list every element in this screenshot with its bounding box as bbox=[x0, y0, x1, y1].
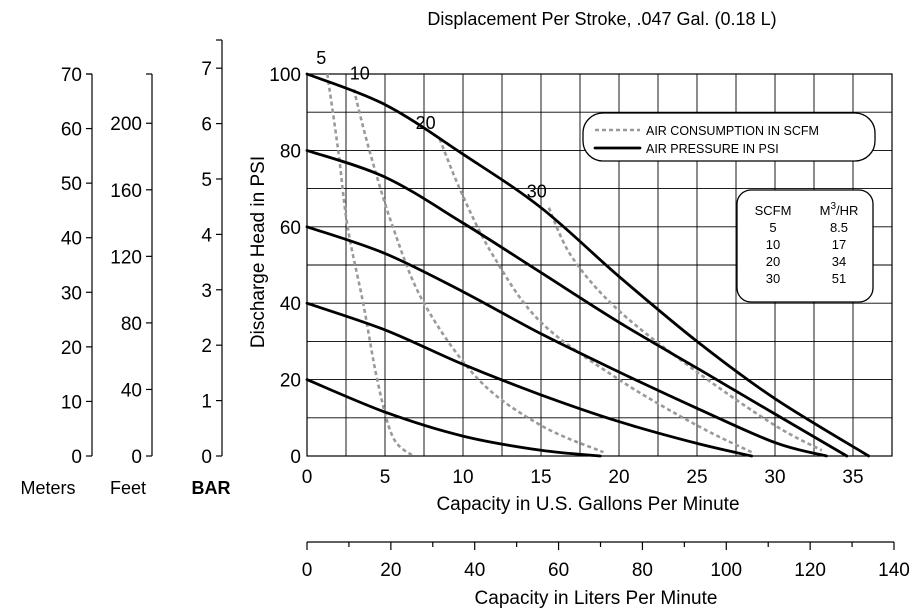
conversion-table-m3hr-value: 8.5 bbox=[830, 220, 848, 235]
conversion-table-header-scfm: SCFM bbox=[755, 203, 792, 218]
y-tick-labels: 0 20 40 60 80 100 bbox=[269, 65, 301, 468]
bar-scale-tick-label: 6 bbox=[201, 115, 212, 136]
bar-scale-tick-label: 7 bbox=[201, 59, 212, 80]
air-curve-labels: 5 10 20 30 bbox=[316, 48, 547, 202]
x-tick-labels: 0 5 10 15 20 25 30 35 bbox=[302, 467, 864, 488]
meters-scale-tick-label: 20 bbox=[61, 338, 82, 359]
conversion-table-scfm-value: 20 bbox=[766, 254, 780, 269]
y-tick-label: 20 bbox=[280, 371, 301, 392]
x-tick-label: 10 bbox=[452, 467, 473, 488]
legend-label-air-consumption: AIR CONSUMPTION IN SCFM bbox=[646, 124, 819, 138]
bar-scale-tick-label: 2 bbox=[201, 336, 212, 357]
legend: AIR CONSUMPTION IN SCFM AIR PRESSURE IN … bbox=[582, 112, 876, 162]
y-axis-label: Discharge Head in PSI bbox=[248, 156, 269, 348]
bar-scale-label: BAR bbox=[192, 478, 231, 498]
liters-scale-tick-label: 140 bbox=[878, 560, 910, 581]
feet-scale-tick-label: 40 bbox=[121, 380, 142, 401]
liters-scale-label: Capacity in Liters Per Minute bbox=[475, 588, 718, 609]
x-tick-label: 25 bbox=[686, 467, 707, 488]
y-tick-label: 0 bbox=[290, 447, 301, 468]
feet-scale-tick-label: 200 bbox=[110, 114, 142, 135]
x-tick-label: 35 bbox=[842, 467, 863, 488]
feet-scale-tick-label: 160 bbox=[110, 181, 142, 202]
meters-scale-tick-label: 0 bbox=[71, 447, 82, 468]
legend-box bbox=[582, 112, 876, 162]
conversion-table-m3hr-value: 51 bbox=[832, 271, 846, 286]
air-curve-label-5: 5 bbox=[316, 48, 326, 68]
meters-scale-tick-label: 60 bbox=[61, 120, 82, 141]
feet-scale-label: Feet bbox=[110, 478, 146, 498]
conversion-table-m3hr-value: 34 bbox=[832, 254, 846, 269]
bar-scale-tick-label: 4 bbox=[201, 225, 212, 246]
liters-scale-tick-label: 0 bbox=[302, 560, 313, 581]
x-tick-label: 15 bbox=[530, 467, 551, 488]
liters-scale-tick-label: 20 bbox=[380, 560, 401, 581]
conversion-table-scfm-value: 30 bbox=[766, 271, 780, 286]
y-tick-label: 60 bbox=[280, 218, 301, 239]
conversion-table: SCFM M3/HR 5 8.5 10 17 20 34 30 51 bbox=[736, 189, 874, 303]
meters-scale-tick-label: 70 bbox=[61, 65, 82, 86]
conversion-table-scfm-value: 5 bbox=[769, 220, 776, 235]
air-pressure-curve-4 bbox=[305, 149, 849, 458]
liters-scale-tick-label: 120 bbox=[794, 560, 826, 581]
chart-title: Displacement Per Stroke, .047 Gal. (0.18… bbox=[427, 9, 776, 29]
air-pressure-curve-5 bbox=[305, 72, 870, 458]
conversion-table-box bbox=[736, 189, 874, 303]
x-tick-label: 5 bbox=[380, 467, 391, 488]
liters-scale-tick-label: 60 bbox=[548, 560, 569, 581]
x-tick-label: 20 bbox=[608, 467, 629, 488]
liters-scale-tick-label: 100 bbox=[710, 560, 742, 581]
meters-scale-tick-label: 30 bbox=[61, 283, 82, 304]
bar-scale: 0 1 2 3 4 5 6 7 bbox=[201, 39, 223, 468]
air-consumption-curve-20-scfm bbox=[438, 138, 753, 454]
y-tick-label: 80 bbox=[280, 141, 301, 162]
conversion-table-m3hr-value: 17 bbox=[832, 237, 846, 252]
air-pressure-curve-2 bbox=[305, 301, 753, 458]
liters-scale-tick-label: 80 bbox=[632, 560, 653, 581]
feet-scale: 0 40 80 120 160 200 bbox=[110, 73, 153, 468]
y-tick-label: 100 bbox=[269, 65, 301, 86]
legend-label-air-pressure: AIR PRESSURE IN PSI bbox=[646, 142, 779, 156]
x-tick-label: 0 bbox=[302, 467, 313, 488]
air-curve-label-20: 20 bbox=[416, 113, 436, 133]
feet-scale-tick-label: 120 bbox=[110, 247, 142, 268]
bar-scale-tick-label: 1 bbox=[201, 392, 212, 413]
liters-scale: 0 20 40 60 80 100 120 140 bbox=[302, 541, 910, 581]
meters-scale-label: Meters bbox=[20, 478, 75, 498]
bar-scale-tick-label: 3 bbox=[201, 281, 212, 302]
conversion-table-rows: 5 8.5 10 17 20 34 30 51 bbox=[766, 220, 848, 286]
feet-scale-tick-label: 80 bbox=[121, 314, 142, 335]
air-consumption-curve-5-scfm bbox=[326, 73, 414, 458]
conversion-table-scfm-value: 10 bbox=[766, 237, 780, 252]
meters-scale-tick-label: 50 bbox=[61, 174, 82, 195]
air-curve-label-30: 30 bbox=[527, 182, 547, 202]
chart-series bbox=[305, 72, 870, 458]
feet-scale-tick-label: 0 bbox=[131, 447, 142, 468]
liters-scale-tick-label: 40 bbox=[464, 560, 485, 581]
air-consumption-curve-10-scfm bbox=[352, 88, 604, 454]
air-pressure-curve-3 bbox=[305, 225, 828, 458]
x-tick-label: 30 bbox=[764, 467, 785, 488]
bar-scale-tick-label: 0 bbox=[201, 447, 212, 468]
meters-scale-tick-label: 40 bbox=[61, 229, 82, 250]
x-axis-label: Capacity in U.S. Gallons Per Minute bbox=[436, 494, 739, 515]
bar-scale-tick-label: 5 bbox=[201, 170, 212, 191]
y-tick-label: 40 bbox=[280, 294, 301, 315]
meters-scale-tick-label: 10 bbox=[61, 392, 82, 413]
air-curve-label-10: 10 bbox=[350, 63, 370, 83]
air-pressure-curve-1 bbox=[305, 378, 602, 458]
conversion-table-header-m3hr: M3/HR bbox=[820, 201, 859, 218]
meters-scale: 0 10 20 30 40 50 60 70 bbox=[61, 65, 93, 468]
